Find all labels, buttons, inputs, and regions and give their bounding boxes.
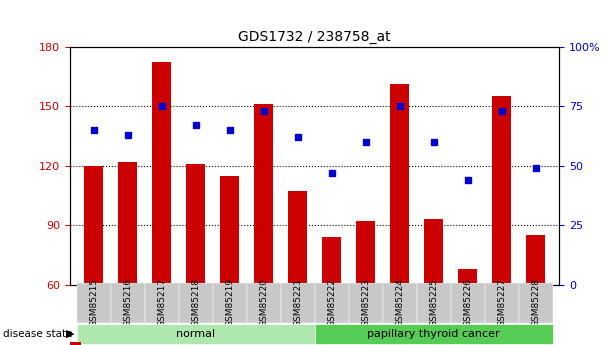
Text: GSM85226: GSM85226 bbox=[463, 278, 472, 327]
Bar bbox=[254, 104, 273, 285]
Bar bbox=[153, 62, 171, 285]
Text: GSM85227: GSM85227 bbox=[497, 278, 506, 327]
Bar bbox=[179, 283, 213, 323]
Bar bbox=[348, 283, 382, 323]
Bar bbox=[322, 237, 341, 285]
Bar bbox=[281, 283, 315, 323]
Bar bbox=[111, 283, 145, 323]
Text: ▶: ▶ bbox=[66, 329, 74, 339]
Bar bbox=[85, 166, 103, 285]
Bar bbox=[247, 283, 281, 323]
Text: GSM85224: GSM85224 bbox=[395, 278, 404, 327]
Bar bbox=[382, 283, 416, 323]
Title: GDS1732 / 238758_at: GDS1732 / 238758_at bbox=[238, 30, 391, 44]
Bar bbox=[220, 176, 239, 285]
Text: GSM85219: GSM85219 bbox=[225, 278, 234, 327]
Bar bbox=[492, 96, 511, 285]
Bar bbox=[77, 283, 111, 323]
Bar bbox=[186, 164, 205, 285]
Bar bbox=[213, 283, 247, 323]
Text: disease state: disease state bbox=[3, 329, 72, 339]
Bar bbox=[145, 283, 179, 323]
Text: GSM85217: GSM85217 bbox=[157, 278, 166, 327]
Bar bbox=[451, 283, 485, 323]
Text: normal: normal bbox=[176, 329, 215, 339]
Bar bbox=[485, 283, 519, 323]
Bar bbox=[315, 324, 553, 344]
Text: GSM85225: GSM85225 bbox=[429, 278, 438, 327]
Text: papillary thyroid cancer: papillary thyroid cancer bbox=[367, 329, 500, 339]
Bar bbox=[458, 269, 477, 285]
Text: GSM85228: GSM85228 bbox=[531, 278, 540, 327]
Bar bbox=[390, 84, 409, 285]
Bar bbox=[526, 235, 545, 285]
Text: GSM85218: GSM85218 bbox=[191, 278, 200, 327]
Bar bbox=[519, 283, 553, 323]
Bar bbox=[288, 191, 307, 285]
Text: GSM85216: GSM85216 bbox=[123, 278, 132, 327]
Text: GSM85221: GSM85221 bbox=[293, 278, 302, 327]
Bar bbox=[119, 161, 137, 285]
Bar bbox=[424, 219, 443, 285]
Text: GSM85223: GSM85223 bbox=[361, 278, 370, 327]
Bar bbox=[315, 283, 348, 323]
Text: GSM85220: GSM85220 bbox=[259, 278, 268, 327]
Bar bbox=[356, 221, 375, 285]
Text: GSM85222: GSM85222 bbox=[327, 278, 336, 327]
Bar bbox=[77, 324, 315, 344]
Bar bbox=[416, 283, 451, 323]
Text: GSM85215: GSM85215 bbox=[89, 278, 98, 327]
